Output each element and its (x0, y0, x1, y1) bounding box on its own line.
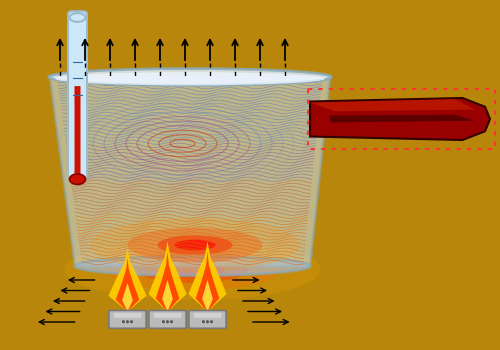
Ellipse shape (206, 320, 209, 323)
FancyBboxPatch shape (68, 11, 87, 178)
Ellipse shape (162, 320, 165, 323)
Ellipse shape (202, 320, 205, 323)
Ellipse shape (126, 320, 129, 323)
Polygon shape (196, 252, 220, 312)
Ellipse shape (122, 320, 125, 323)
Ellipse shape (70, 174, 86, 184)
Polygon shape (162, 280, 173, 312)
Ellipse shape (64, 239, 320, 300)
Ellipse shape (160, 262, 224, 277)
Ellipse shape (166, 320, 169, 323)
FancyBboxPatch shape (189, 310, 226, 328)
FancyBboxPatch shape (194, 313, 222, 318)
Ellipse shape (90, 218, 300, 272)
Ellipse shape (210, 320, 213, 323)
FancyBboxPatch shape (109, 310, 146, 328)
Polygon shape (108, 248, 146, 312)
Ellipse shape (136, 256, 248, 283)
Polygon shape (122, 283, 133, 312)
Polygon shape (310, 98, 490, 140)
FancyBboxPatch shape (114, 313, 141, 318)
Ellipse shape (75, 256, 310, 276)
Polygon shape (116, 258, 140, 312)
Polygon shape (148, 241, 186, 312)
FancyBboxPatch shape (149, 310, 186, 328)
Ellipse shape (176, 266, 208, 273)
FancyBboxPatch shape (74, 86, 80, 175)
Ellipse shape (130, 320, 133, 323)
Ellipse shape (128, 228, 262, 262)
Ellipse shape (158, 235, 232, 254)
Polygon shape (156, 252, 180, 312)
FancyBboxPatch shape (154, 313, 182, 318)
Ellipse shape (48, 69, 331, 85)
Polygon shape (50, 77, 330, 266)
Ellipse shape (174, 240, 216, 250)
Ellipse shape (170, 320, 173, 323)
Polygon shape (310, 99, 475, 111)
Polygon shape (202, 280, 213, 312)
Polygon shape (330, 115, 475, 122)
Ellipse shape (70, 13, 86, 22)
Ellipse shape (55, 72, 325, 85)
Ellipse shape (104, 248, 281, 290)
Polygon shape (188, 241, 226, 312)
